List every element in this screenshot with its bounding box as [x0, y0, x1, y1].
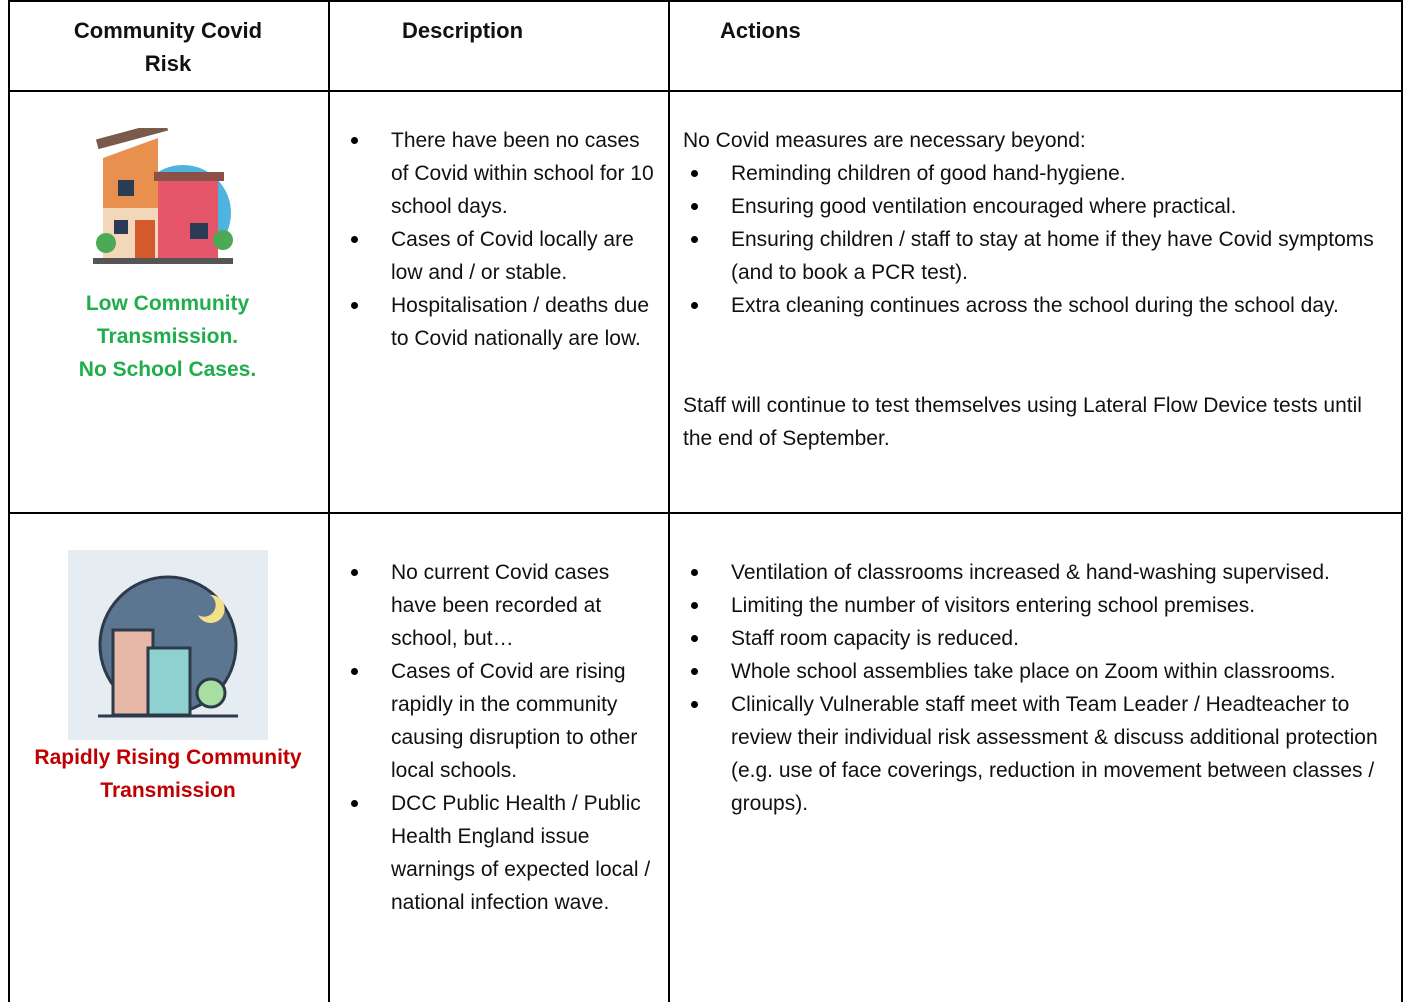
border — [328, 0, 330, 1002]
list-item: Whole school assemblies take place on Zo… — [691, 655, 1391, 688]
border — [8, 0, 1403, 2]
border — [668, 0, 670, 1002]
risk-label: No School Cases. — [78, 358, 257, 381]
list-item: Staff room capacity is reduced. — [691, 622, 1391, 655]
list-item: Cases of Covid locally are low and / or … — [351, 223, 659, 289]
border — [1401, 0, 1403, 1002]
actions-intro: No Covid measures are necessary beyond: — [683, 129, 1086, 152]
risk-label: Rapidly Rising Community Transmission — [34, 746, 302, 802]
house-icon — [93, 128, 233, 264]
header-cell: Description — [402, 18, 524, 43]
actions-list: Reminding children of good hand-hygiene.… — [691, 157, 1396, 322]
border — [8, 90, 1403, 92]
header-cell: Actions — [720, 18, 801, 43]
list-item: No current Covid cases have been recorde… — [351, 556, 659, 655]
border — [8, 0, 10, 1002]
risk-label: Low Community Transmission. — [85, 292, 250, 348]
list-item: Reminding children of good hand-hygiene. — [691, 157, 1396, 190]
list-item: Extra cleaning continues across the scho… — [691, 289, 1396, 322]
list-item: Hospitalisation / deaths due to Covid na… — [351, 289, 659, 355]
list-item: Limiting the number of visitors entering… — [691, 589, 1391, 622]
actions-note: Staff will continue to test themselves u… — [683, 394, 1362, 450]
city-icon — [68, 550, 268, 740]
list-item: DCC Public Health / Public Health Englan… — [351, 787, 659, 919]
list-item: Ensuring good ventilation encouraged whe… — [691, 190, 1396, 223]
description-list: No current Covid cases have been recorde… — [351, 556, 659, 919]
list-item: Clinically Vulnerable staff meet with Te… — [691, 688, 1391, 820]
border — [8, 512, 1403, 514]
actions-list: Ventilation of classrooms increased & ha… — [691, 556, 1391, 820]
description-list: There have been no cases of Covid within… — [351, 124, 659, 355]
header-cell: Community Covid Risk — [73, 18, 263, 76]
list-item: Cases of Covid are rising rapidly in the… — [351, 655, 659, 787]
list-item: Ventilation of classrooms increased & ha… — [691, 556, 1391, 589]
list-item: There have been no cases of Covid within… — [351, 124, 659, 223]
list-item: Ensuring children / staff to stay at hom… — [691, 223, 1396, 289]
